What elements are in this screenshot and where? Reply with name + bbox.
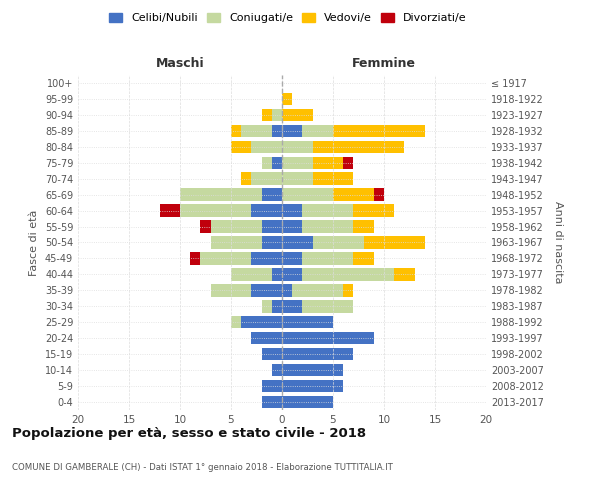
Bar — [262, 220, 282, 233]
Bar — [241, 172, 251, 185]
Text: COMUNE DI GAMBERALE (CH) - Dati ISTAT 1° gennaio 2018 - Elaborazione TUTTITALIA.: COMUNE DI GAMBERALE (CH) - Dati ISTAT 1°… — [12, 462, 393, 471]
Bar — [302, 268, 394, 280]
Bar — [272, 300, 282, 312]
Bar — [282, 124, 302, 137]
Bar — [302, 220, 353, 233]
Legend: Celibi/Nubili, Coniugati/e, Vedovi/e, Divorziati/e: Celibi/Nubili, Coniugati/e, Vedovi/e, Di… — [105, 8, 471, 28]
Bar — [282, 268, 302, 280]
Bar — [251, 332, 282, 344]
Bar — [282, 364, 343, 376]
Bar — [180, 188, 262, 201]
Bar — [251, 284, 282, 296]
Bar — [353, 252, 374, 264]
Bar — [364, 236, 425, 248]
Bar — [313, 140, 404, 153]
Bar — [353, 204, 394, 217]
Bar — [251, 204, 282, 217]
Bar — [251, 252, 282, 264]
Bar — [241, 124, 272, 137]
Bar — [282, 172, 313, 185]
Bar — [251, 140, 282, 153]
Bar — [262, 108, 272, 121]
Bar — [282, 332, 374, 344]
Bar — [282, 300, 302, 312]
Bar — [241, 316, 282, 328]
Bar — [190, 252, 200, 264]
Bar — [272, 124, 282, 137]
Bar — [282, 108, 313, 121]
Bar — [282, 140, 313, 153]
Bar — [211, 236, 262, 248]
Bar — [272, 156, 282, 169]
Bar — [313, 236, 364, 248]
Bar — [282, 348, 353, 360]
Bar — [231, 268, 272, 280]
Bar — [282, 220, 302, 233]
Bar — [282, 156, 313, 169]
Bar — [231, 316, 241, 328]
Bar — [160, 204, 180, 217]
Bar — [282, 380, 343, 392]
Bar — [211, 220, 262, 233]
Bar — [333, 188, 374, 201]
Bar — [272, 268, 282, 280]
Bar — [282, 92, 292, 105]
Bar — [343, 156, 353, 169]
Bar — [272, 108, 282, 121]
Bar — [211, 284, 251, 296]
Bar — [302, 124, 333, 137]
Bar — [262, 236, 282, 248]
Bar — [200, 252, 251, 264]
Bar — [333, 124, 425, 137]
Bar — [262, 348, 282, 360]
Bar — [282, 236, 313, 248]
Text: Maschi: Maschi — [155, 57, 205, 70]
Bar — [282, 396, 333, 408]
Bar — [262, 380, 282, 392]
Bar — [180, 204, 251, 217]
Bar — [374, 188, 384, 201]
Bar — [282, 188, 333, 201]
Bar — [282, 284, 292, 296]
Bar — [272, 364, 282, 376]
Bar — [262, 156, 272, 169]
Bar — [302, 252, 353, 264]
Bar — [292, 284, 343, 296]
Bar — [231, 124, 241, 137]
Bar — [302, 300, 353, 312]
Bar — [262, 188, 282, 201]
Text: Popolazione per età, sesso e stato civile - 2018: Popolazione per età, sesso e stato civil… — [12, 428, 366, 440]
Bar — [282, 204, 302, 217]
Bar — [343, 284, 353, 296]
Bar — [313, 172, 353, 185]
Y-axis label: Anni di nascita: Anni di nascita — [553, 201, 563, 284]
Bar — [262, 300, 272, 312]
Bar — [302, 204, 353, 217]
Bar — [231, 140, 251, 153]
Bar — [313, 156, 343, 169]
Text: Femmine: Femmine — [352, 57, 416, 70]
Y-axis label: Fasce di età: Fasce di età — [29, 210, 39, 276]
Bar — [353, 220, 374, 233]
Bar — [394, 268, 415, 280]
Bar — [200, 220, 211, 233]
Bar — [282, 316, 333, 328]
Bar — [251, 172, 282, 185]
Bar — [282, 252, 302, 264]
Bar — [262, 396, 282, 408]
